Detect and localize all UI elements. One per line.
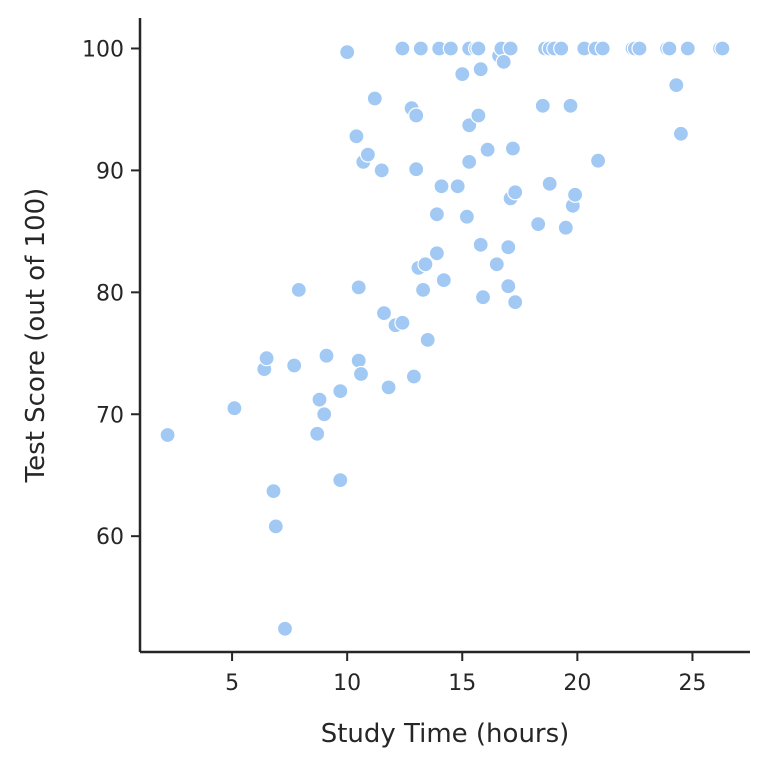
data-point — [495, 53, 512, 71]
data-point — [348, 128, 365, 145]
data-point — [507, 184, 524, 201]
data-point — [541, 175, 558, 192]
data-point — [566, 186, 584, 203]
data-point — [507, 294, 524, 311]
data-point — [562, 97, 579, 114]
data-point — [366, 90, 383, 107]
data-point — [286, 357, 303, 374]
data-point — [500, 278, 517, 295]
x-axis-ticks: 5 10 15 20 25 — [225, 652, 706, 696]
x-tick-label: 5 — [225, 671, 239, 696]
data-point — [442, 40, 459, 57]
data-point — [474, 289, 492, 306]
data-point — [488, 256, 505, 273]
data-point — [435, 272, 452, 289]
data-point — [479, 141, 496, 158]
data-point — [258, 350, 275, 367]
data-point — [412, 40, 429, 57]
data-point — [428, 245, 445, 262]
data-point — [226, 400, 243, 417]
data-point — [714, 40, 731, 57]
data-point — [417, 256, 434, 273]
x-tick-label: 25 — [678, 671, 706, 696]
data-point — [318, 347, 335, 364]
data-point — [380, 379, 397, 396]
data-point — [276, 620, 294, 637]
data-point — [449, 178, 466, 195]
data-point — [159, 426, 176, 444]
y-axis-ticks: 60 70 80 90 100 — [82, 37, 140, 550]
data-point — [461, 117, 478, 134]
data-point — [332, 472, 349, 489]
data-point — [394, 314, 411, 331]
data-point — [472, 236, 489, 253]
data-point — [631, 40, 648, 57]
data-point — [433, 178, 450, 195]
x-tick-label: 15 — [448, 671, 476, 696]
data-point — [461, 153, 478, 170]
data-point — [589, 152, 607, 169]
data-point — [419, 331, 436, 348]
data-point — [502, 40, 519, 57]
y-axis-label: Test Score (out of 100) — [21, 188, 51, 484]
data-point — [557, 219, 574, 236]
data-point — [428, 206, 445, 223]
x-axis-label: Study Time (hours) — [321, 719, 570, 749]
data-point — [668, 76, 685, 94]
axes — [138, 18, 750, 654]
data-point — [408, 107, 425, 124]
data-point — [679, 40, 696, 57]
data-point — [415, 281, 432, 298]
data-point — [470, 40, 487, 57]
data-point — [472, 61, 489, 78]
data-point — [454, 65, 471, 83]
data-point — [530, 216, 547, 233]
x-tick-label: 10 — [333, 671, 361, 696]
data-point — [470, 107, 487, 124]
data-point — [316, 406, 333, 423]
data-point — [661, 40, 678, 57]
y-tick-label: 80 — [96, 281, 124, 306]
data-point — [594, 40, 611, 57]
data-point — [290, 281, 307, 298]
data-point — [504, 140, 522, 157]
data-point — [408, 161, 425, 178]
data-point — [267, 518, 284, 535]
data-point — [672, 125, 690, 142]
data-point — [394, 40, 411, 57]
data-point — [359, 146, 376, 163]
y-tick-label: 100 — [82, 37, 124, 62]
data-point — [265, 483, 282, 500]
data-point — [311, 391, 328, 408]
y-tick-label: 70 — [96, 403, 124, 428]
data-point — [373, 162, 390, 179]
points-layer — [159, 40, 731, 637]
data-point — [500, 239, 517, 256]
y-tick-label: 60 — [96, 525, 124, 550]
data-point — [339, 43, 356, 61]
data-point — [332, 383, 349, 400]
data-point — [553, 40, 570, 57]
data-point — [458, 208, 475, 225]
data-point — [309, 425, 326, 442]
data-point — [350, 279, 367, 296]
data-point — [405, 368, 422, 385]
data-point — [534, 97, 551, 114]
data-point — [375, 305, 393, 322]
data-point — [350, 352, 367, 369]
y-tick-label: 90 — [96, 159, 124, 184]
data-point — [352, 365, 370, 383]
x-tick-label: 20 — [563, 671, 591, 696]
